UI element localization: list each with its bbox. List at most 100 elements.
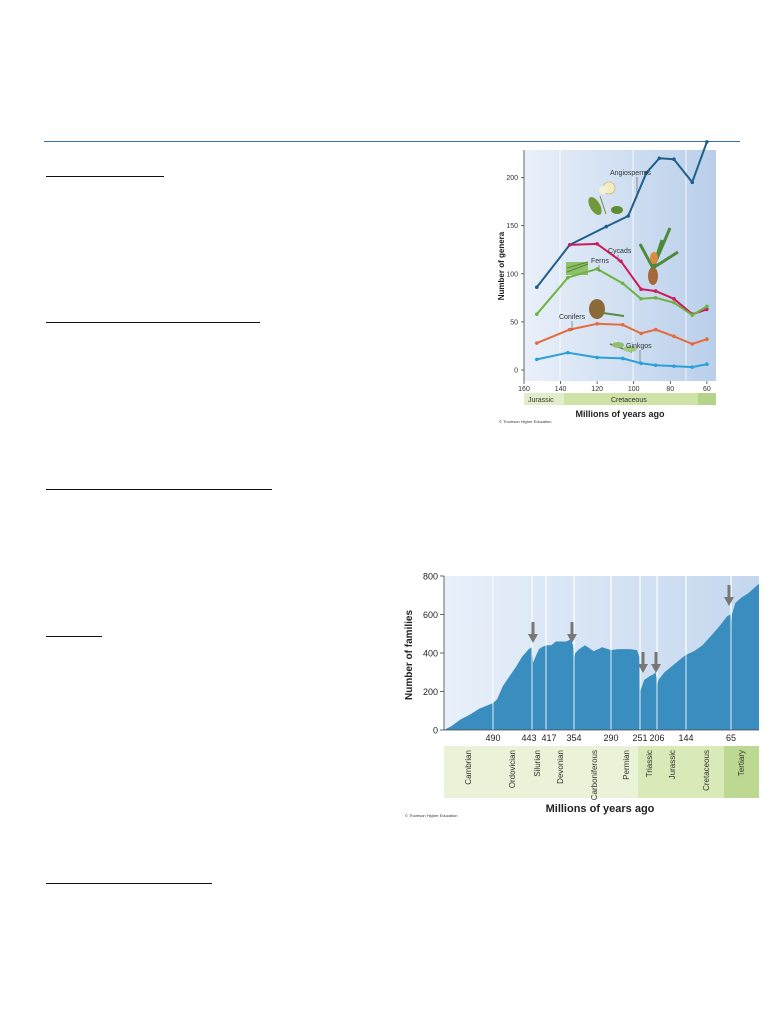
- data-point: [690, 180, 695, 185]
- period-label: Triassic: [645, 750, 654, 777]
- credit-text: © Thomson Higher Education: [405, 813, 457, 818]
- period-band-tertiary: [698, 393, 716, 405]
- conifer-illustration: [589, 299, 625, 319]
- y-tick-label: 600: [423, 610, 438, 620]
- period-band-jurassic: [524, 393, 564, 405]
- series-label: Ginkgos: [626, 343, 652, 350]
- y-tick-label: 800: [423, 572, 438, 582]
- x-tick-label: 144: [678, 733, 693, 743]
- x-tick-label: 120: [591, 386, 603, 393]
- data-point: [619, 259, 623, 264]
- data-point: [535, 341, 539, 345]
- data-point: [690, 313, 695, 317]
- x-tick-label: 290: [603, 733, 618, 743]
- angiosperm-illustration: [588, 181, 623, 216]
- x-tick-label: 160: [518, 386, 530, 393]
- y-axis-title: Number of genera: [497, 231, 506, 300]
- series-line-cycads: [569, 242, 708, 316]
- data-point: [567, 327, 572, 332]
- y-tick-label: 400: [423, 649, 438, 659]
- y-axis-title: Number of families: [404, 610, 415, 700]
- extinction-arrowhead: [567, 634, 577, 643]
- data-point: [644, 170, 649, 175]
- y-tick-label: 200: [423, 687, 438, 697]
- series-label: Cycads: [608, 248, 632, 255]
- extinction-arrowhead: [638, 664, 648, 673]
- data-point: [705, 307, 709, 312]
- heading-underline-3: [46, 489, 272, 490]
- header-rule: [44, 141, 740, 142]
- data-point: [620, 281, 625, 286]
- heading-underline-1: [46, 176, 164, 177]
- fern-illustration: [566, 261, 589, 275]
- heading-underline-5: [46, 883, 212, 884]
- data-point: [653, 296, 658, 300]
- data-point: [595, 267, 599, 271]
- y-tick-label: 100: [506, 271, 518, 278]
- series-line-ginkgos: [536, 351, 708, 369]
- x-tick-label: 100: [628, 386, 640, 393]
- extinction-arrowhead: [528, 634, 538, 643]
- series-line-conifers: [536, 322, 708, 345]
- plot-background: [524, 150, 716, 381]
- extinction-arrowhead: [724, 597, 734, 606]
- x-tick-label: 60: [703, 386, 711, 393]
- period-band-mesozoic: [638, 746, 724, 798]
- data-point: [566, 275, 570, 280]
- data-point: [535, 357, 539, 362]
- x-axis-title: Millions of years ago: [575, 409, 665, 419]
- data-point: [535, 285, 539, 290]
- data-point: [639, 287, 643, 291]
- data-point: [653, 289, 658, 293]
- x-tick-label: 140: [555, 386, 567, 393]
- data-point: [567, 243, 572, 247]
- x-tick-label: 417: [541, 733, 556, 743]
- data-point: [672, 334, 676, 339]
- heading-underline-4: [46, 636, 102, 637]
- period-label: Cambrian: [464, 750, 473, 785]
- period-label: Jurassic: [668, 750, 677, 779]
- period-band-cretaceous: [564, 393, 698, 405]
- data-point: [595, 242, 599, 246]
- series-label: Conifers: [559, 314, 586, 321]
- data-point: [595, 355, 599, 360]
- data-point: [653, 327, 658, 332]
- data-point: [672, 364, 676, 368]
- data-point: [566, 350, 570, 355]
- series-line-ferns: [536, 267, 708, 317]
- data-point: [657, 156, 662, 161]
- y-tick-label: 50: [510, 319, 518, 326]
- data-point: [595, 322, 599, 326]
- data-point: [626, 214, 631, 218]
- period-label: Jurassic: [528, 397, 554, 404]
- period-label: Tertiary: [737, 750, 746, 776]
- x-tick-label: 443: [521, 733, 536, 743]
- period-label: Carboniferous: [590, 750, 599, 800]
- y-tick-label: 200: [506, 175, 518, 182]
- plot-background: [444, 576, 759, 730]
- credit-text: © Thomson Higher Education: [499, 419, 551, 424]
- series-label: Angiosperms: [610, 170, 651, 177]
- data-point: [672, 296, 676, 301]
- x-tick-label: 80: [666, 386, 674, 393]
- data-point: [620, 356, 625, 361]
- x-tick-label: 206: [649, 733, 664, 743]
- period-label: Devonian: [556, 750, 565, 784]
- extinction-arrowhead: [651, 664, 661, 673]
- data-point: [672, 157, 676, 162]
- period-band-paleozoic: [444, 746, 638, 798]
- data-point: [690, 365, 695, 369]
- data-point: [653, 363, 658, 367]
- period-label: Ordovician: [508, 750, 517, 788]
- data-point: [639, 331, 643, 336]
- data-point: [620, 322, 625, 327]
- data-point: [639, 296, 643, 301]
- heading-underline-2: [46, 322, 260, 323]
- series-label: Ferns: [591, 258, 609, 265]
- period-label: Silurian: [533, 750, 542, 777]
- x-tick-label: 490: [485, 733, 500, 743]
- period-label: Permian: [622, 750, 631, 780]
- period-label: Cretaceous: [611, 397, 647, 404]
